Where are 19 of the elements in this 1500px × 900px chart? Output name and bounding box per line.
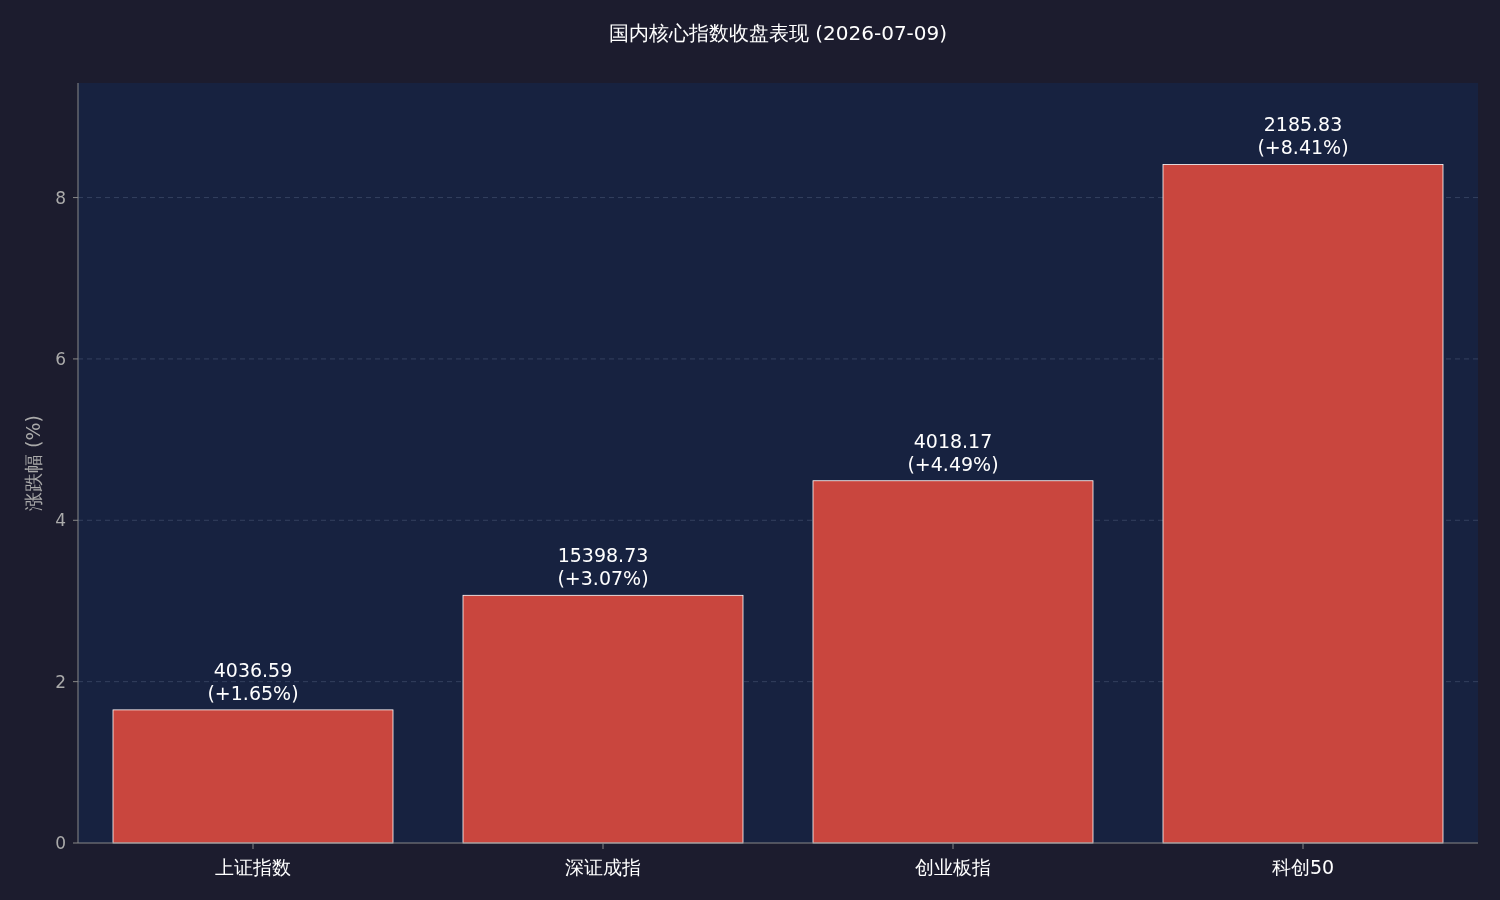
bar bbox=[1162, 164, 1444, 844]
y-axis-title: 涨跌幅 (%) bbox=[22, 415, 44, 511]
chart-title: 国内核心指数收盘表现 (2026-07-09) bbox=[608, 21, 948, 45]
data-label: 4018.17 (+4.49%) bbox=[907, 429, 999, 475]
x-tick-label: 创业板指 bbox=[915, 856, 991, 878]
data-label: 4036.59 (+1.65%) bbox=[207, 658, 299, 704]
bar bbox=[462, 594, 744, 844]
data-label: 2185.83 (+8.41%) bbox=[1257, 113, 1349, 159]
x-tick-label: 上证指数 bbox=[215, 856, 291, 878]
y-tick-label: 0 bbox=[55, 833, 66, 853]
bar bbox=[812, 480, 1094, 844]
y-tick-label: 6 bbox=[55, 348, 66, 369]
y-tick-label: 4 bbox=[55, 510, 66, 531]
x-tick-label: 深证成指 bbox=[565, 856, 641, 878]
data-label: 15398.73 (+3.07%) bbox=[557, 544, 649, 590]
y-tick-label: 2 bbox=[55, 671, 66, 692]
x-tick-label: 科创50 bbox=[1271, 856, 1335, 878]
y-tick-label: 8 bbox=[55, 187, 66, 208]
bar bbox=[112, 709, 394, 844]
